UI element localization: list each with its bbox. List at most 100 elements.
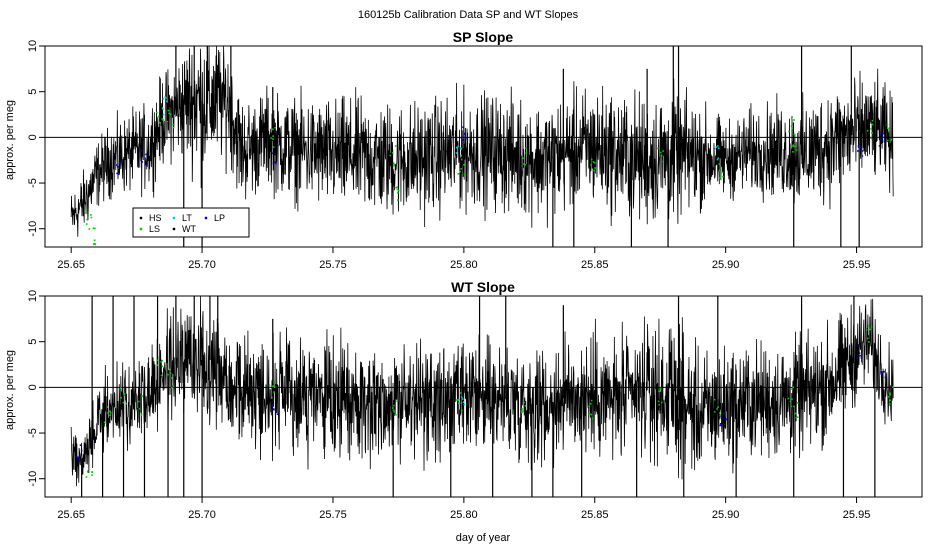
x-tick-label: 25.80 bbox=[450, 259, 478, 271]
marker-lp bbox=[856, 344, 863, 359]
legend-swatch bbox=[172, 227, 176, 231]
marker-lp bbox=[75, 444, 83, 463]
marker-lp bbox=[140, 149, 147, 166]
slope-trace bbox=[70, 46, 894, 237]
marker-lt bbox=[714, 145, 720, 161]
marker-ls bbox=[713, 398, 721, 417]
x-tick-label: 25.75 bbox=[319, 509, 347, 521]
legend-label: WT bbox=[182, 224, 196, 234]
marker-ls bbox=[657, 147, 665, 163]
y-tick-label: -10 bbox=[27, 221, 39, 237]
marker-ls bbox=[156, 108, 164, 124]
marker-ls bbox=[457, 158, 466, 176]
marker-ls bbox=[886, 123, 893, 142]
legend-swatch bbox=[172, 216, 176, 220]
legend-item-lt: LT bbox=[172, 213, 192, 223]
y-axis-label: approx. per meg bbox=[4, 350, 16, 430]
marker-lp bbox=[880, 370, 887, 379]
marker-ls bbox=[718, 163, 724, 179]
wt-slope-plot: 25.65 25.70 25.75 25.80 25.85 25.90 25.95 -10 -5… bbox=[27, 290, 923, 521]
y-tick-label: 10 bbox=[27, 290, 39, 302]
legend-item-ls: LS bbox=[139, 224, 160, 234]
marker-ls bbox=[787, 386, 794, 408]
marker-lp bbox=[460, 126, 468, 141]
marker-ls bbox=[792, 144, 798, 153]
plot-frame bbox=[44, 45, 923, 248]
marker-lp bbox=[114, 154, 121, 176]
marker-ls bbox=[119, 387, 128, 405]
marker-ls bbox=[793, 402, 799, 419]
marker-ls bbox=[135, 395, 144, 417]
marker-ls bbox=[588, 399, 594, 420]
x-tick-label: 25.85 bbox=[581, 509, 609, 521]
wt-slope-panel: WT Slope approx. per meg day of year 25.… bbox=[4, 279, 923, 544]
marker-ls bbox=[657, 387, 663, 406]
marker-ls bbox=[268, 381, 276, 399]
marker-ls bbox=[92, 227, 97, 246]
x-axis-label: day of year bbox=[456, 532, 511, 544]
panel-title: SP Slope bbox=[453, 29, 514, 45]
plot-area bbox=[45, 296, 922, 497]
plot-frame bbox=[44, 295, 923, 498]
sp-slope-plot: 25.65 25.70 25.75 25.80 25.85 25.90 25.95 -10 -5… bbox=[27, 40, 923, 271]
y-tick-label: -5 bbox=[27, 178, 39, 188]
figure-title: 160125b Calibration Data SP and WT Slope… bbox=[358, 9, 579, 21]
y-tick-label: 10 bbox=[27, 40, 39, 52]
marker-ls bbox=[156, 359, 164, 377]
x-tick-label: 25.70 bbox=[188, 509, 216, 521]
marker-ls bbox=[522, 147, 528, 166]
x-tick-label: 25.90 bbox=[712, 509, 740, 521]
marker-lt bbox=[455, 145, 462, 157]
marker-lt bbox=[161, 96, 168, 116]
y-axis-label: approx. per meg bbox=[4, 100, 16, 180]
marker-ls bbox=[270, 126, 276, 148]
marker-ls bbox=[865, 324, 873, 343]
marker-lp bbox=[719, 412, 728, 427]
marker-ls bbox=[456, 392, 463, 412]
marker-ls bbox=[395, 186, 400, 201]
legend-item-wt: WT bbox=[172, 224, 196, 234]
x-tick-label: 25.90 bbox=[712, 259, 740, 271]
x-tick-label: 25.85 bbox=[581, 259, 609, 271]
legend-label: LP bbox=[214, 213, 225, 223]
x-tick-label: 25.65 bbox=[57, 259, 85, 271]
marker-ls bbox=[590, 158, 596, 172]
marker-ls bbox=[788, 117, 796, 136]
legend-swatch bbox=[139, 227, 143, 231]
marker-ls bbox=[167, 368, 175, 389]
legend-label: HS bbox=[149, 213, 162, 223]
marker-lp bbox=[878, 132, 886, 147]
y-tick-label: 0 bbox=[27, 134, 39, 140]
slope-trace bbox=[70, 296, 894, 487]
marker-ls bbox=[520, 401, 527, 414]
x-tick-label: 25.80 bbox=[450, 509, 478, 521]
x-tick-label: 25.70 bbox=[188, 259, 216, 271]
x-tick-label: 25.65 bbox=[57, 509, 85, 521]
marker-ls bbox=[392, 400, 398, 416]
marker-lp bbox=[271, 404, 279, 415]
marker-ls bbox=[389, 145, 397, 167]
marker-ls bbox=[85, 209, 93, 230]
x-tick-label: 25.95 bbox=[843, 509, 871, 521]
marker-ls bbox=[888, 386, 894, 405]
legend-label: LS bbox=[149, 224, 160, 234]
marker-lp bbox=[272, 144, 279, 165]
x-tick-label: 25.95 bbox=[843, 259, 871, 271]
legend-swatch bbox=[139, 216, 143, 220]
x-tick-label: 25.75 bbox=[319, 259, 347, 271]
y-tick-label: 5 bbox=[27, 339, 39, 345]
marker-ls bbox=[103, 406, 112, 424]
marker-ls bbox=[85, 470, 93, 478]
y-tick-label: -5 bbox=[27, 428, 39, 438]
marker-lt bbox=[458, 396, 466, 406]
marker-ls bbox=[166, 109, 175, 129]
marker-ls bbox=[866, 119, 874, 140]
sp-slope-panel: SP Slope approx. per meg 25.65 25.70 25.75… bbox=[4, 29, 923, 271]
marker-lp bbox=[856, 144, 864, 157]
y-tick-label: -10 bbox=[27, 471, 39, 487]
legend-item-lp: LP bbox=[204, 213, 225, 223]
legend-swatch bbox=[204, 216, 208, 220]
panel-title: WT Slope bbox=[451, 279, 515, 295]
